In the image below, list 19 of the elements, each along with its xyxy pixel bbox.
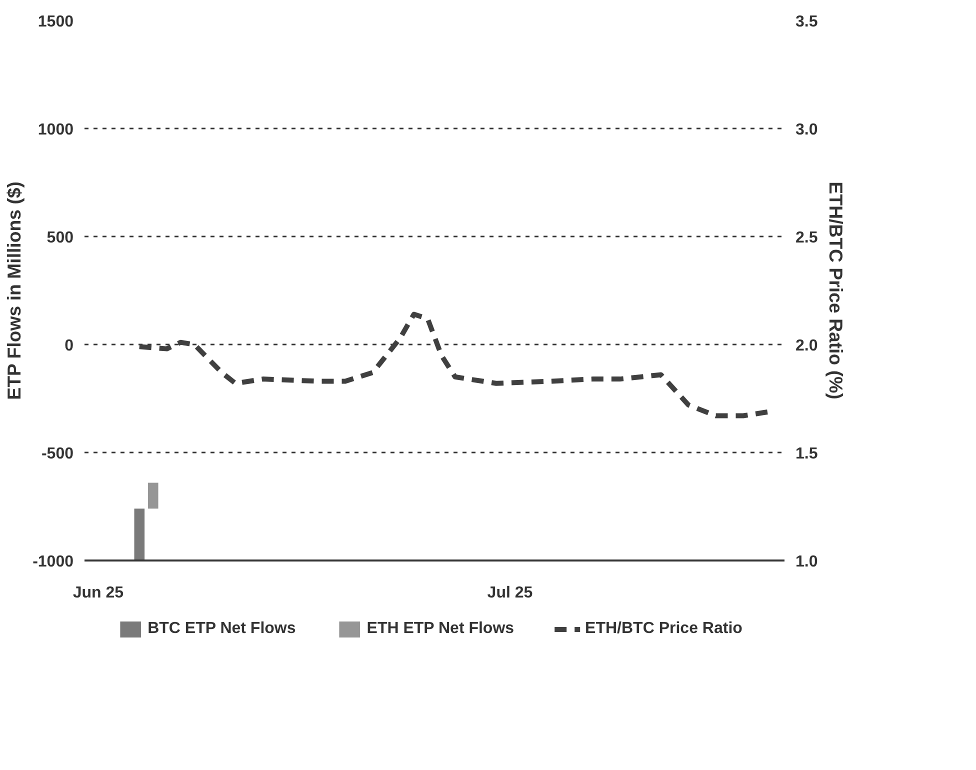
y-tick-label: -1000: [32, 554, 74, 570]
y2-tick-label: 1.0: [796, 554, 818, 570]
legend-label: BTC ETP Net Flows: [148, 620, 296, 638]
legend-label: ETH ETP Net Flows: [366, 620, 514, 638]
y2-tick-label: 3.0: [796, 122, 818, 138]
y-axis-title: ETP Flows in Millions ($): [4, 181, 25, 400]
y-tick-label: -500: [41, 446, 74, 462]
y-tick-label: 0: [64, 338, 74, 354]
y2-tick-label: 2.0: [796, 338, 818, 354]
legend-label: ETH/BTC Price Ratio: [585, 620, 742, 638]
y2-tick-label: 3.5: [796, 14, 818, 30]
y-tick-label: 500: [46, 230, 74, 246]
y-tick-label: 1000: [38, 122, 74, 138]
y-tick-label: 1500: [38, 14, 74, 30]
y2-tick-label: 1.5: [796, 446, 818, 462]
y2-axis-title: ETH/BTC Price Ratio (%): [826, 182, 847, 400]
x-tick-label: Jul 25: [487, 584, 533, 602]
y2-tick-label: 2.5: [796, 230, 818, 246]
x-tick-label: Jun 25: [72, 584, 124, 602]
